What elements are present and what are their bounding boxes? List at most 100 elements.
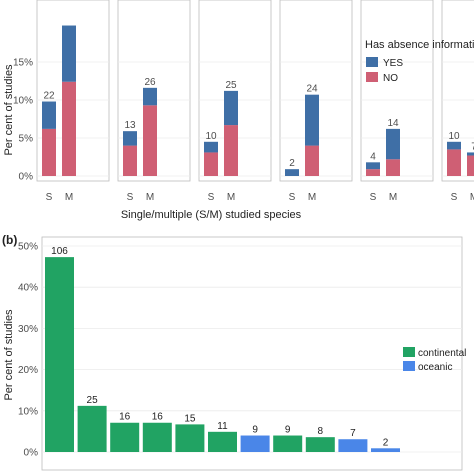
bar-count-label: 10 bbox=[205, 131, 217, 142]
chart-b-ytick-label: 30% bbox=[18, 324, 38, 335]
bar-count-label: 24 bbox=[306, 84, 318, 95]
chart-b-ytick-label: 0% bbox=[24, 448, 39, 459]
chart-a-ytick-label: 10% bbox=[13, 96, 33, 107]
x-tick-label: M bbox=[227, 192, 235, 203]
bar-count-label: 22 bbox=[43, 91, 55, 102]
chart-b-legend: continental oceanic bbox=[403, 347, 466, 373]
bar-segment-yes bbox=[305, 94, 319, 146]
chart-b-bars: 106 25 16 16 15 11 9 9 8 7 2 bbox=[45, 246, 400, 452]
bar bbox=[338, 439, 368, 452]
bar-segment-yes bbox=[224, 90, 238, 126]
bar bbox=[45, 257, 74, 452]
legend-swatch-no bbox=[366, 72, 378, 82]
x-tick-label: S bbox=[370, 192, 377, 203]
chart-a-xlabel: Single/multiple (S/M) studied species bbox=[121, 209, 302, 221]
x-tick-label: M bbox=[65, 192, 73, 203]
chart-a-legend-title: Has absence information bbox=[365, 39, 474, 51]
bar-segment-yes bbox=[386, 128, 400, 160]
bar-count-label: 25 bbox=[225, 80, 237, 91]
bar-count-label: 2 bbox=[289, 158, 295, 169]
bar bbox=[273, 435, 303, 452]
chart-a-ytick-label: 0% bbox=[19, 172, 34, 183]
bar-value-label: 25 bbox=[87, 395, 99, 406]
facet-panel: 4 S 14 M bbox=[360, 0, 434, 203]
bar-segment-no bbox=[123, 145, 137, 176]
bar-segment-yes bbox=[204, 141, 218, 153]
legend-swatch-yes bbox=[366, 57, 378, 67]
bar-value-label: 16 bbox=[152, 412, 164, 423]
bar-segment-no bbox=[62, 81, 76, 176]
x-tick-label: S bbox=[46, 192, 53, 203]
x-tick-label: M bbox=[308, 192, 316, 203]
bar bbox=[208, 431, 237, 452]
legend-swatch-continental bbox=[403, 347, 415, 357]
bar-segment-no bbox=[143, 105, 157, 176]
bar bbox=[110, 422, 140, 452]
bar-count-label: 4 bbox=[370, 151, 376, 162]
bar-segment-no bbox=[204, 152, 218, 176]
facet-panel: 13 S 26 M bbox=[117, 0, 191, 203]
bar-segment-yes bbox=[62, 25, 76, 82]
bar-segment-yes bbox=[366, 162, 380, 170]
bar bbox=[371, 448, 400, 452]
bar bbox=[175, 424, 205, 452]
x-tick-label: M bbox=[146, 192, 154, 203]
chart-b-ytick-label: 20% bbox=[18, 365, 38, 376]
x-tick-label: M bbox=[470, 192, 474, 203]
bar-count-label: 10 bbox=[448, 131, 460, 142]
facet-panel: 22 S M bbox=[36, 0, 110, 203]
bar bbox=[305, 437, 335, 452]
bar bbox=[240, 435, 270, 452]
chart-a-plot-area: 22SM13S26M10S25M2S24M4S14M10S7M8S8M1SM bbox=[36, 0, 474, 203]
legend-label-continental: continental bbox=[418, 348, 466, 359]
bar-segment-no bbox=[224, 125, 238, 176]
bar-segment-yes bbox=[285, 169, 299, 176]
chart-b-ytick-label: 40% bbox=[18, 283, 38, 294]
chart-a-ylabel: Per cent of studies bbox=[3, 64, 15, 156]
x-tick-label: S bbox=[127, 192, 134, 203]
bar-value-label: 2 bbox=[383, 437, 389, 448]
bar-segment-yes bbox=[42, 101, 56, 129]
bar-segment-no bbox=[386, 159, 400, 176]
chart-a-ytick-label: 15% bbox=[13, 58, 33, 69]
chart-a: Per cent of studies 0% 5% 10% 15% 22 S M 13 S 26… bbox=[3, 0, 474, 221]
legend-label-no: NO bbox=[383, 73, 398, 84]
facet-panel: 10 S 25 M bbox=[198, 0, 272, 203]
chart-a-legend: Has absence information YES NO bbox=[365, 39, 474, 84]
legend-swatch-oceanic bbox=[403, 361, 415, 371]
bar bbox=[77, 405, 107, 452]
x-tick-label: S bbox=[451, 192, 458, 203]
bar-value-label: 9 bbox=[285, 425, 291, 436]
chart-b-panel-label: (b) bbox=[2, 233, 17, 247]
x-tick-label: M bbox=[389, 192, 397, 203]
facet-panel: 10 S 7 M bbox=[441, 0, 474, 203]
bar-segment-no bbox=[467, 155, 474, 176]
bar-value-label: 106 bbox=[51, 246, 68, 257]
bar-count-label: 26 bbox=[144, 77, 156, 88]
chart-b-ytick-label: 50% bbox=[18, 242, 38, 253]
chart-b: (b) Per cent of studies 0% 10% 20% 30% 40% 50… bbox=[2, 233, 466, 471]
chart-a-ytick-label: 5% bbox=[19, 134, 34, 145]
bar-segment-no bbox=[366, 169, 380, 176]
bar-value-label: 16 bbox=[119, 412, 131, 423]
bar-segment-yes bbox=[123, 131, 137, 146]
chart-b-y-axis: 0% 10% 20% 30% 40% 50% bbox=[18, 242, 462, 459]
chart-b-ytick-label: 10% bbox=[18, 406, 38, 417]
legend-label-oceanic: oceanic bbox=[418, 362, 452, 373]
bar-value-label: 8 bbox=[318, 426, 324, 437]
bar-count-label: 7 bbox=[471, 141, 474, 152]
bar-count-label: 13 bbox=[124, 120, 136, 131]
bar-segment-yes bbox=[467, 152, 474, 156]
facet-panel: 2 S 24 M bbox=[279, 0, 353, 203]
bar-value-label: 15 bbox=[184, 413, 196, 424]
bar-count-label: 14 bbox=[387, 118, 399, 129]
bar bbox=[142, 422, 172, 452]
bar-segment-no bbox=[305, 145, 319, 176]
chart-a-y-axis: 0% 5% 10% 15% bbox=[13, 58, 33, 183]
bar-segment-no bbox=[447, 149, 461, 176]
bar-segment-no bbox=[42, 128, 56, 176]
bar-value-label: 11 bbox=[217, 421, 228, 432]
bar-segment-yes bbox=[447, 141, 461, 150]
bar-segment-yes bbox=[143, 87, 157, 106]
